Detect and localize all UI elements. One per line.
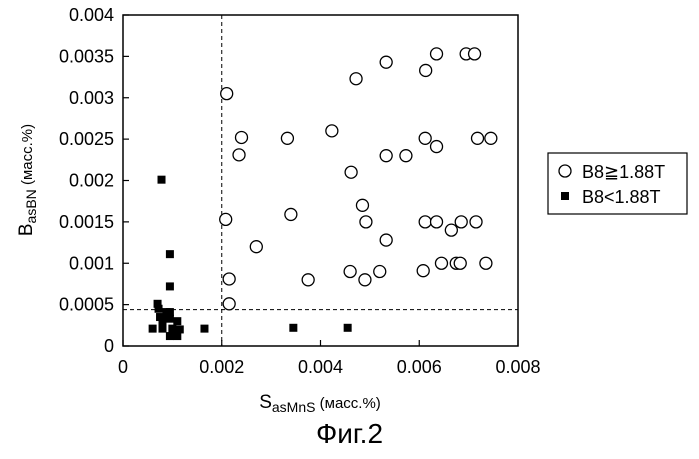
data-point-filled-square [200, 325, 208, 333]
y-axis-label-unit: (масс.%) [19, 124, 36, 189]
plot-frame [123, 15, 518, 346]
legend: B8≧1.88T B8<1.88T [548, 153, 687, 214]
data-point-open-circle [223, 273, 235, 285]
x-axis-label-main: S [259, 392, 272, 413]
y-tick-label: 0.004 [69, 5, 114, 25]
y-axis-ticks: 0 0.0005 0.001 0.0015 0.002 0.0025 0.003 0.0035… [59, 5, 129, 356]
y-axis-label: BasBN (масс.%) [16, 124, 39, 236]
data-point-open-circle [220, 213, 232, 225]
data-point-open-circle [419, 216, 431, 228]
y-axis-label-main: B [16, 223, 37, 236]
data-point-filled-square [166, 250, 174, 258]
data-point-open-circle [360, 216, 372, 228]
data-point-open-circle [431, 141, 443, 153]
data-point-open-circle [233, 149, 245, 161]
data-point-filled-square [168, 325, 176, 333]
data-point-open-circle [223, 298, 235, 310]
data-point-open-circle [350, 73, 362, 85]
data-point-open-circle [359, 274, 371, 286]
data-point-filled-square [155, 305, 163, 313]
data-point-open-circle [281, 132, 293, 144]
data-point-open-circle [445, 224, 457, 236]
data-points [149, 48, 497, 340]
data-point-filled-square [166, 332, 174, 340]
x-tick-label: 0.006 [397, 357, 442, 377]
data-point-filled-square [289, 324, 297, 332]
data-point-open-circle [470, 216, 482, 228]
data-point-open-circle [431, 216, 443, 228]
guide-lines [123, 15, 518, 346]
data-point-open-circle [455, 216, 467, 228]
data-point-filled-square [158, 176, 166, 184]
data-point-filled-square [173, 317, 181, 325]
data-point-open-circle [419, 132, 431, 144]
data-point-open-circle [420, 64, 432, 76]
y-tick-label: 0.003 [69, 88, 114, 108]
data-point-open-circle [472, 132, 484, 144]
data-point-open-circle [345, 166, 357, 178]
data-point-open-circle [454, 257, 466, 269]
data-point-filled-square [344, 324, 352, 332]
data-point-open-circle [485, 132, 497, 144]
data-point-open-circle [221, 88, 233, 100]
x-axis-label-sub: asMnS [272, 399, 316, 415]
y-tick-label: 0.0015 [59, 212, 114, 232]
x-tick-label: 0.008 [495, 357, 540, 377]
legend-marker-square [561, 192, 569, 200]
data-point-open-circle [374, 266, 386, 278]
data-point-open-circle [380, 234, 392, 246]
data-point-open-circle [285, 208, 297, 220]
legend-label-series-1: B8≧1.88T [582, 162, 665, 182]
data-point-filled-square [166, 282, 174, 290]
y-tick-label: 0.0035 [59, 46, 114, 66]
data-point-filled-square [166, 315, 174, 323]
x-axis-label: SasMnS (масс.%) [259, 392, 381, 415]
y-axis-label-sub: asBN [23, 189, 39, 223]
data-point-open-circle [400, 150, 412, 162]
x-tick-label: 0.004 [298, 357, 343, 377]
y-tick-label: 0.0025 [59, 129, 114, 149]
y-tick-label: 0 [104, 336, 114, 356]
x-axis-label-unit: (масс.%) [315, 395, 380, 412]
x-tick-label: 0 [118, 357, 128, 377]
data-point-filled-square [149, 325, 157, 333]
data-point-open-circle [344, 266, 356, 278]
legend-marker-circle [559, 165, 571, 177]
data-point-filled-square [173, 332, 181, 340]
y-tick-label: 0.001 [69, 253, 114, 273]
data-point-open-circle [431, 48, 443, 60]
data-point-open-circle [435, 257, 447, 269]
data-point-open-circle [356, 199, 368, 211]
data-point-open-circle [250, 241, 262, 253]
data-point-open-circle [480, 257, 492, 269]
data-point-open-circle [417, 265, 429, 277]
data-point-open-circle [469, 48, 481, 60]
data-point-open-circle [236, 131, 248, 143]
data-point-open-circle [380, 56, 392, 68]
data-point-open-circle [302, 274, 314, 286]
data-point-filled-square [159, 325, 167, 333]
data-point-open-circle [326, 125, 338, 137]
legend-label-series-2: B8<1.88T [582, 187, 661, 207]
x-tick-label: 0.002 [199, 357, 244, 377]
figure-caption: Фиг.2 [0, 418, 699, 450]
data-point-open-circle [380, 150, 392, 162]
y-tick-label: 0.002 [69, 171, 114, 191]
y-tick-label: 0.0005 [59, 295, 114, 315]
